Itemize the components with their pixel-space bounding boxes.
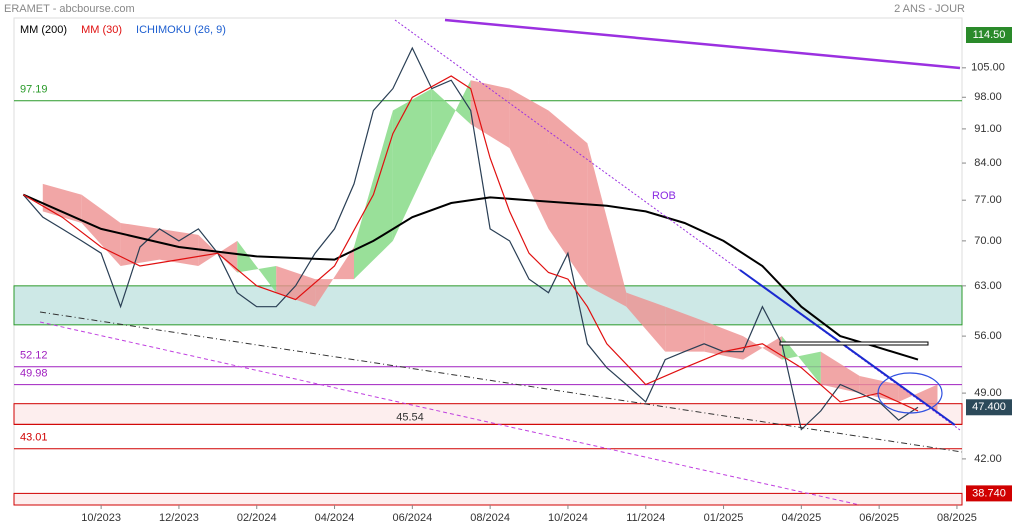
ichimoku-cloud (509, 88, 549, 229)
ichimoku-cloud (742, 336, 782, 360)
x-tick-label: 10/2023 (81, 512, 121, 524)
level-label: 97.19 (20, 84, 48, 96)
ma-line (22, 193, 919, 361)
x-tick-label: 10/2024 (548, 512, 588, 524)
chart-subtitle: 2 ANS - JOUR (894, 3, 965, 15)
ichimoku-cloud (120, 222, 160, 266)
x-tick-label: 04/2025 (781, 512, 821, 524)
y-tick-label: 91.00 (974, 123, 1002, 135)
chart-title: ERAMET - abcbourse.com (4, 3, 135, 15)
level-label: 45.54 (396, 411, 424, 423)
y-tick-label: 98.00 (974, 91, 1002, 103)
trend-line (444, 18, 961, 70)
x-tick-label: 06/2024 (392, 512, 432, 524)
x-tick-label: 12/2023 (159, 512, 199, 524)
ichimoku-cloud (431, 80, 471, 159)
x-tick-label: 08/2024 (470, 512, 510, 524)
zone (13, 285, 963, 326)
x-tick-label: 08/2025 (937, 512, 977, 524)
under-layer (13, 17, 966, 509)
drawn-box (779, 341, 929, 346)
ichimoku-cloud (392, 88, 432, 241)
ichimoku-cloud (665, 306, 705, 352)
level-label: 43.01 (20, 432, 48, 444)
y-tick-label: 49.00 (974, 387, 1002, 399)
drawn-ellipse (877, 372, 943, 414)
ichimoku-cloud (237, 240, 277, 293)
ichimoku-cloud (548, 110, 588, 286)
y-tick-label: 77.00 (974, 194, 1002, 206)
price-tag (966, 399, 1012, 416)
ichimoku-cloud (470, 80, 510, 149)
price-line (22, 46, 919, 431)
ichimoku-cloud (81, 194, 121, 266)
y-tick-label: 70.00 (974, 235, 1002, 247)
zone (13, 403, 963, 425)
level-label: 49.98 (20, 368, 48, 380)
x-tick-label: 01/2025 (704, 512, 744, 524)
y-tick-label: 105.00 (971, 62, 1005, 74)
annotation: ROB (652, 190, 676, 202)
legend-entry: ICHIMOKU (26, 9) (136, 24, 226, 36)
y-tick-label: 42.00 (974, 453, 1002, 465)
y-tick-label: 63.00 (974, 280, 1002, 292)
ichimoku-cloud (820, 351, 860, 394)
legend-entry: MM (30) (81, 24, 122, 36)
level-label: 52.12 (20, 350, 48, 362)
legend-entry: MM (200) (20, 24, 67, 36)
trend-line (739, 269, 956, 426)
price-tag (966, 485, 1012, 502)
price-tag-label: 38.740 (972, 487, 1006, 499)
x-tick-label: 06/2025 (859, 512, 899, 524)
trend-line (39, 321, 861, 506)
x-tick-label: 11/2024 (626, 512, 665, 524)
ma-line (22, 75, 919, 412)
price-tag-label: 47.400 (972, 401, 1006, 413)
over-layer: 42.00 49.00 56.00 63.00 70.00 77.00 84.00 91.00… (20, 24, 1012, 524)
ichimoku-cloud (781, 336, 821, 385)
zone (13, 492, 963, 506)
x-tick-label: 04/2024 (315, 512, 355, 524)
y-tick-label: 56.00 (974, 330, 1002, 342)
price-tag (966, 27, 1012, 43)
ichimoku-cloud (587, 143, 627, 307)
y-tick-label: 84.00 (974, 157, 1002, 169)
ichimoku-cloud (42, 183, 82, 223)
ichimoku-cloud (626, 292, 666, 352)
x-tick-label: 02/2024 (237, 512, 277, 524)
ichimoku-cloud (315, 247, 354, 307)
price-tag-label: 114.50 (973, 29, 1006, 41)
